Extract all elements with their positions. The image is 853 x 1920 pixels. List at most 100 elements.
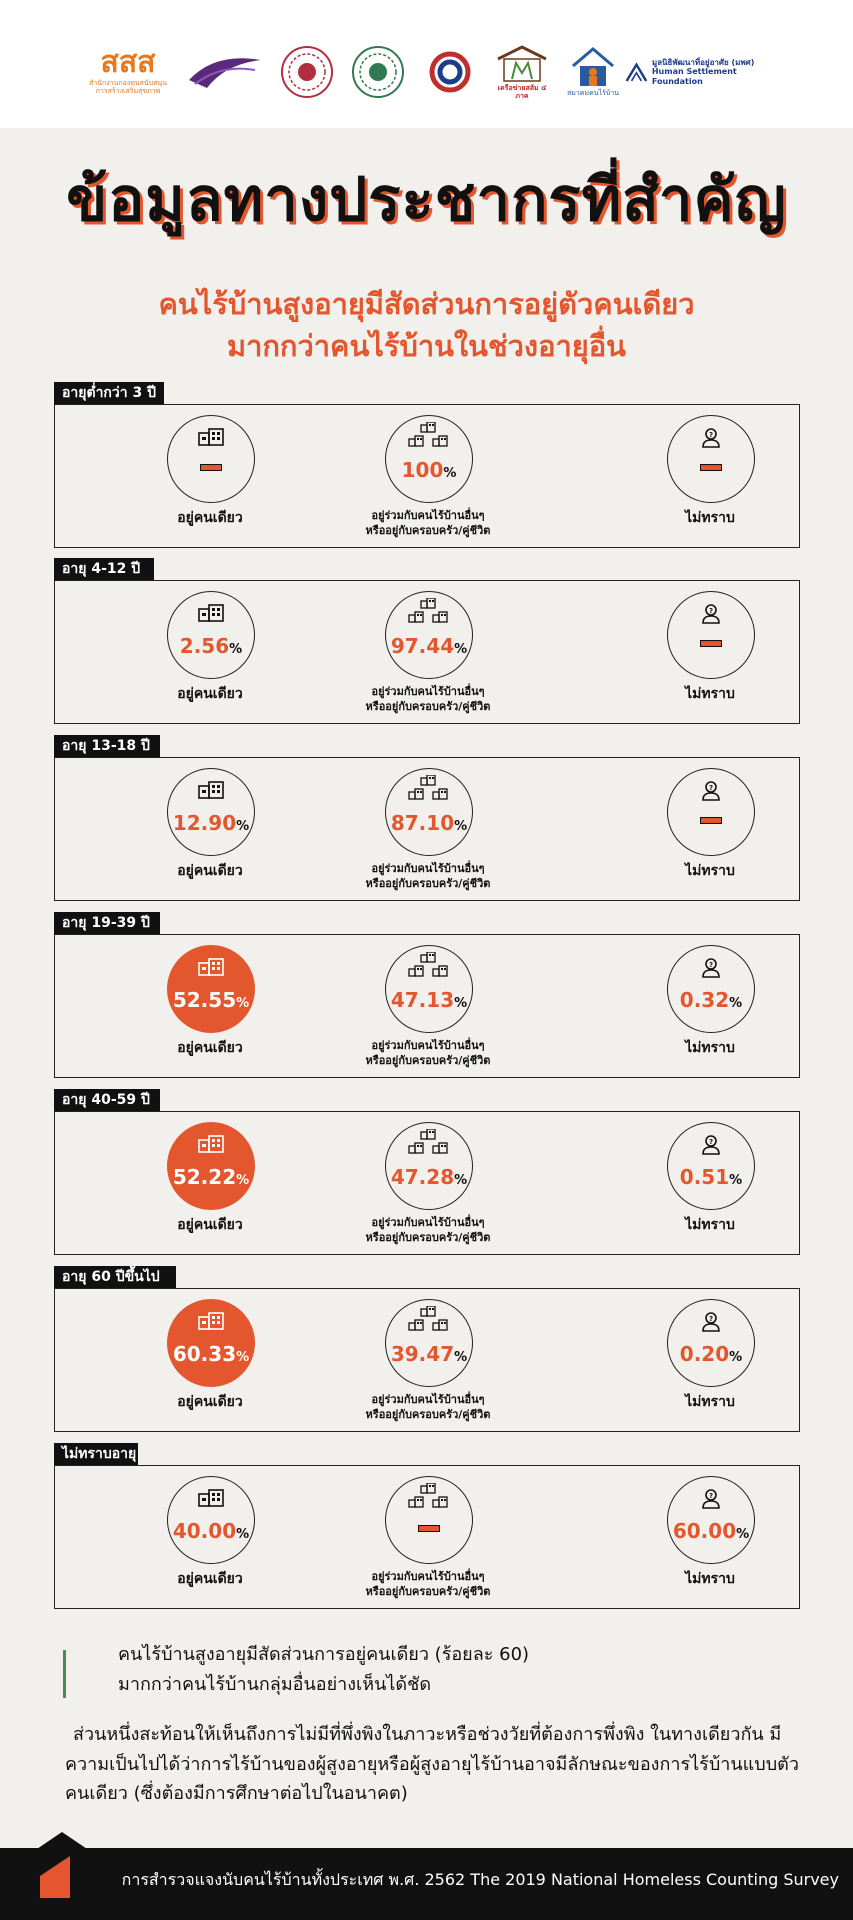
percent-sign: %	[236, 996, 250, 1011]
percent-sign: %	[454, 996, 468, 1011]
percent-sign: %	[454, 1173, 468, 1188]
stat-value: 0.51%	[668, 1165, 754, 1189]
stat-circle: 47.28%	[385, 1122, 473, 1210]
caption-line-1: อยู่ร่วมกับคนไร้บ้านอื่นๆ	[371, 509, 485, 522]
thaihealth-wordmark: สสส	[100, 45, 156, 81]
stat-unknown: ? ไม่ทราบ	[600, 589, 820, 719]
human-settlement-logo: มูลนิธิพัฒนาที่อยู่อาศัย (มพศ) Human Sett…	[625, 34, 765, 110]
stat-circle: 100%	[385, 415, 473, 503]
stat-number: 52.55	[172, 988, 237, 1012]
footer-bar	[0, 1832, 853, 1920]
stat-with-others: อยู่ร่วมกับคนไร้บ้านอื่นๆ หรืออยู่กับครอบ…	[318, 1474, 538, 1604]
stat-alone: 2.56% อยู่คนเดียว	[100, 589, 320, 719]
stat-value: 60.33%	[168, 1342, 254, 1366]
person-question-icon: ?	[701, 1135, 721, 1159]
stat-number: 40.00	[172, 1519, 237, 1543]
age-group-label: อายุ 19-39 ปี	[54, 912, 160, 934]
stat-unknown: ? ไม่ทราบ	[600, 413, 820, 543]
building-icon	[198, 781, 224, 803]
stat-alone: 40.00% อยู่คนเดียว	[100, 1474, 320, 1604]
stat-alone: 52.55% อยู่คนเดียว	[100, 943, 320, 1073]
stat-value: 87.10%	[386, 811, 472, 835]
percent-sign: %	[454, 1350, 468, 1365]
network-4-regions-logo: เครือข่ายสลัม ๔ ภาค	[490, 34, 554, 110]
stat-circle: ? 60.00%	[667, 1476, 755, 1564]
svg-text:?: ?	[709, 607, 713, 615]
stat-circle: ?	[667, 591, 755, 679]
percent-sign: %	[729, 1350, 743, 1365]
stat-caption: ไม่ทราบ	[685, 863, 735, 879]
caption-line-2: หรืออยู่กับครอบครัว/คู่ชีวิต	[365, 1407, 491, 1421]
logo-bar	[0, 0, 853, 128]
percent-sign: %	[729, 1173, 743, 1188]
person-question-icon: ?	[701, 1489, 721, 1513]
stat-number: 0.20	[679, 1342, 730, 1366]
seal-logo-2	[348, 34, 408, 110]
caption-line-2: หรืออยู่กับครอบครัว/คู่ชีวิต	[365, 1230, 491, 1244]
stat-value: 39.47%	[386, 1342, 472, 1366]
stat-value: 2.56%	[168, 634, 254, 658]
age-group-label: อายุ 4-12 ปี	[54, 558, 154, 580]
stat-alone: 60.33% อยู่คนเดียว	[100, 1297, 320, 1427]
age-group-label: อายุ 60 ปีขึ้นไป	[54, 1266, 176, 1288]
age-group-panel: 12.90% อยู่คนเดียว 87.10% อยู่ร่วมกับคนไร้บ…	[54, 757, 800, 901]
age-group-label: อายุต่ำกว่า 3 ปี	[54, 382, 164, 404]
note-accent-bar	[63, 1650, 66, 1698]
stat-value: 0.20%	[668, 1342, 754, 1366]
stat-caption: อยู่ร่วมกับคนไร้บ้านอื่นๆ หรืออยู่กับครอบ…	[318, 1039, 538, 1069]
stat-value: 0.32%	[668, 988, 754, 1012]
stat-caption: อยู่คนเดียว	[177, 1394, 243, 1410]
group-buildings-icon	[407, 597, 451, 628]
stat-caption: อยู่คนเดียว	[177, 686, 243, 702]
stat-caption: ไม่ทราบ	[685, 1040, 735, 1056]
stat-caption: อยู่ร่วมกับคนไร้บ้านอื่นๆ หรืออยู่กับครอบ…	[318, 862, 538, 892]
stat-number: 0.32	[679, 988, 730, 1012]
stat-value: 97.44%	[386, 634, 472, 658]
stat-caption: อยู่ร่วมกับคนไร้บ้านอื่นๆ หรืออยู่กับครอบ…	[318, 1570, 538, 1600]
no-data-dash	[700, 640, 722, 647]
building-icon	[198, 1135, 224, 1157]
percent-sign: %	[236, 1527, 250, 1542]
stat-circle: 2.56%	[167, 591, 255, 679]
no-data-dash	[200, 464, 222, 471]
stat-with-others: 87.10% อยู่ร่วมกับคนไร้บ้านอื่นๆ หรืออยู่ก…	[318, 766, 538, 896]
percent-sign: %	[229, 642, 243, 657]
stat-circle	[167, 415, 255, 503]
caption-line-2: หรืออยู่กับครอบครัว/คู่ชีวิต	[365, 1584, 491, 1598]
percent-sign: %	[454, 642, 468, 657]
stat-unknown: ? 0.20% ไม่ทราบ	[600, 1297, 820, 1427]
stat-number: 87.10	[390, 811, 455, 835]
caption-line-1: อยู่ร่วมกับคนไร้บ้านอื่นๆ	[371, 1393, 485, 1406]
stat-with-others: 97.44% อยู่ร่วมกับคนไร้บ้านอื่นๆ หรืออยู่ก…	[318, 589, 538, 719]
percent-sign: %	[736, 1527, 750, 1542]
caption-line-2: หรืออยู่กับครอบครัว/คู่ชีวิต	[365, 1053, 491, 1067]
hsf-mark: มูลนิธิพัฒนาที่อยู่อาศัย (มพศ) Human Sett…	[625, 58, 765, 87]
stat-circle: 52.22%	[167, 1122, 255, 1210]
percent-sign: %	[729, 996, 743, 1011]
stat-with-others: 47.28% อยู่ร่วมกับคนไร้บ้านอื่นๆ หรืออยู่ก…	[318, 1120, 538, 1250]
stat-circle: 12.90%	[167, 768, 255, 856]
stat-number: 12.90	[172, 811, 237, 835]
footer-text: การสำรวจแจงนับคนไร้บ้านทั้งประเทศ พ.ศ. 2…	[121, 1870, 839, 1889]
stat-circle: ? 0.20%	[667, 1299, 755, 1387]
building-icon	[198, 1312, 224, 1334]
stat-value: 12.90%	[168, 811, 254, 835]
group-buildings-icon	[407, 951, 451, 982]
stat-caption: อยู่คนเดียว	[177, 863, 243, 879]
no-data-dash	[700, 817, 722, 824]
no-data-dash	[700, 464, 722, 471]
percent-sign: %	[236, 819, 250, 834]
person-question-icon: ?	[701, 604, 721, 628]
svg-text:?: ?	[709, 1138, 713, 1146]
stat-unknown: ? ไม่ทราบ	[600, 766, 820, 896]
page-title: ข้อมูลทางประชากรที่สำคัญ	[66, 165, 787, 235]
stat-caption: ไม่ทราบ	[685, 1217, 735, 1233]
stat-caption: อยู่ร่วมกับคนไร้บ้านอื่นๆ หรืออยู่กับครอบ…	[318, 1393, 538, 1423]
stat-caption: อยู่คนเดียว	[177, 1571, 243, 1587]
stat-alone: 12.90% อยู่คนเดียว	[100, 766, 320, 896]
subtitle-line-2: มากกว่าคนไร้บ้านในช่วงอายุอื่น	[226, 329, 627, 364]
stat-unknown: ? 0.32% ไม่ทราบ	[600, 943, 820, 1073]
caption-line-2: หรืออยู่กับครอบครัว/คู่ชีวิต	[365, 523, 491, 537]
group-buildings-icon	[407, 1305, 451, 1336]
stat-number: 100	[401, 458, 444, 482]
